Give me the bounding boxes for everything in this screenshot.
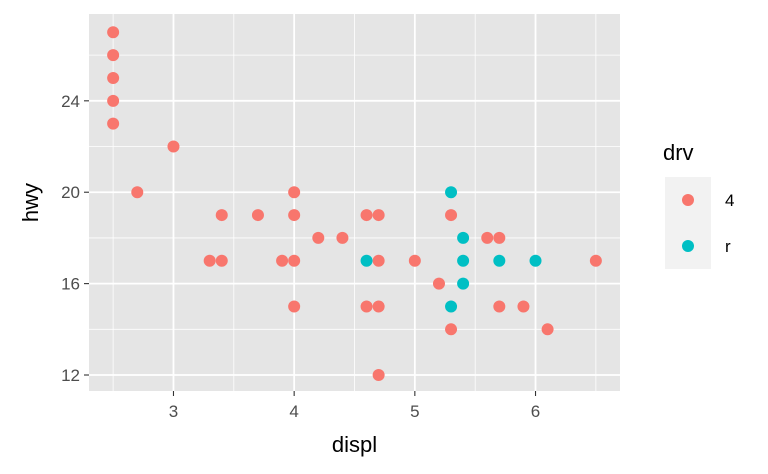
y-tick-label: 24 xyxy=(61,92,80,111)
legend-key-4 xyxy=(682,194,694,206)
y-tick-label: 16 xyxy=(61,275,80,294)
legend-label-r: r xyxy=(725,237,731,256)
data-point-4 xyxy=(336,231,349,244)
legend: drv 4 r xyxy=(663,140,734,269)
data-point-4 xyxy=(481,231,494,244)
x-tick-label: 3 xyxy=(169,402,178,421)
data-point-4 xyxy=(107,49,120,62)
data-point-4 xyxy=(288,209,301,222)
x-axis: 3 4 5 6 xyxy=(169,391,540,421)
data-point-4 xyxy=(493,231,506,244)
data-point-4 xyxy=(445,209,458,222)
data-point-r xyxy=(457,231,470,244)
y-axis-title: hwy xyxy=(18,183,43,222)
data-points xyxy=(107,26,602,382)
data-point-4 xyxy=(107,117,120,130)
x-axis-title: displ xyxy=(332,432,377,457)
major-grid xyxy=(89,14,620,391)
y-tick-label: 12 xyxy=(61,366,80,385)
data-point-r xyxy=(445,300,458,313)
y-tick-label: 20 xyxy=(61,183,80,202)
data-point-4 xyxy=(288,254,301,267)
data-point-4 xyxy=(408,254,421,267)
data-point-4 xyxy=(215,254,228,267)
data-point-4 xyxy=(288,300,301,313)
y-axis: 12 16 20 24 xyxy=(61,92,89,385)
x-tick-label: 5 xyxy=(410,402,419,421)
data-point-4 xyxy=(372,209,385,222)
data-point-r xyxy=(529,254,542,267)
data-point-4 xyxy=(131,186,144,199)
data-point-4 xyxy=(288,186,301,199)
data-point-4 xyxy=(312,231,325,244)
data-point-4 xyxy=(372,254,385,267)
data-point-4 xyxy=(360,209,373,222)
data-point-4 xyxy=(517,300,530,313)
data-point-4 xyxy=(167,140,180,153)
data-point-4 xyxy=(215,209,228,222)
data-point-r xyxy=(360,254,373,267)
data-point-r xyxy=(493,254,506,267)
data-point-4 xyxy=(589,254,602,267)
x-tick-label: 6 xyxy=(531,402,540,421)
legend-label-4: 4 xyxy=(725,191,734,210)
data-point-4 xyxy=(445,323,458,336)
data-point-4 xyxy=(493,300,506,313)
data-point-4 xyxy=(203,254,216,267)
data-point-4 xyxy=(107,94,120,107)
data-point-4 xyxy=(251,209,264,222)
data-point-4 xyxy=(372,369,385,382)
data-point-4 xyxy=(541,323,554,336)
data-point-4 xyxy=(372,300,385,313)
data-point-4 xyxy=(107,71,120,84)
data-point-4 xyxy=(360,300,373,313)
data-point-r xyxy=(457,254,470,267)
x-tick-label: 4 xyxy=(289,402,298,421)
data-point-r xyxy=(445,186,458,199)
data-point-4 xyxy=(107,26,120,39)
legend-title: drv xyxy=(663,140,694,165)
legend-key-r xyxy=(682,240,694,252)
data-point-4 xyxy=(276,254,289,267)
data-point-4 xyxy=(432,277,445,290)
data-point-r xyxy=(457,277,470,290)
